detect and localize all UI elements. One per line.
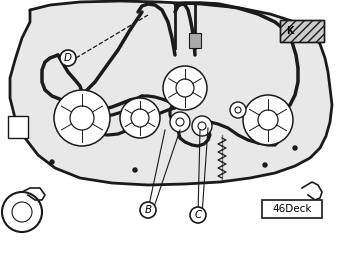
- Circle shape: [60, 50, 76, 66]
- Text: 46Deck: 46Deck: [272, 204, 312, 214]
- Polygon shape: [10, 1, 332, 185]
- Bar: [280, 20, 324, 42]
- Text: C: C: [194, 210, 202, 220]
- Circle shape: [2, 192, 42, 232]
- Bar: [189, 33, 201, 48]
- Circle shape: [50, 160, 54, 164]
- Circle shape: [235, 107, 241, 113]
- Circle shape: [176, 118, 184, 126]
- Circle shape: [131, 109, 149, 127]
- Circle shape: [120, 98, 160, 138]
- Text: D: D: [64, 53, 72, 63]
- Text: K: K: [286, 26, 294, 36]
- Circle shape: [198, 122, 206, 130]
- Circle shape: [54, 90, 110, 146]
- Circle shape: [176, 79, 194, 97]
- Bar: [280, 20, 324, 42]
- Circle shape: [263, 163, 267, 167]
- Circle shape: [258, 110, 278, 130]
- Circle shape: [230, 102, 246, 118]
- Circle shape: [192, 116, 212, 136]
- Circle shape: [70, 106, 94, 130]
- Circle shape: [163, 66, 207, 110]
- Bar: [8, 116, 28, 138]
- Circle shape: [12, 202, 32, 222]
- Circle shape: [170, 112, 190, 132]
- Circle shape: [133, 168, 137, 172]
- Circle shape: [243, 95, 293, 145]
- Circle shape: [190, 207, 206, 223]
- Bar: [262, 200, 322, 218]
- Circle shape: [140, 202, 156, 218]
- Circle shape: [293, 146, 297, 150]
- Text: B: B: [145, 205, 151, 215]
